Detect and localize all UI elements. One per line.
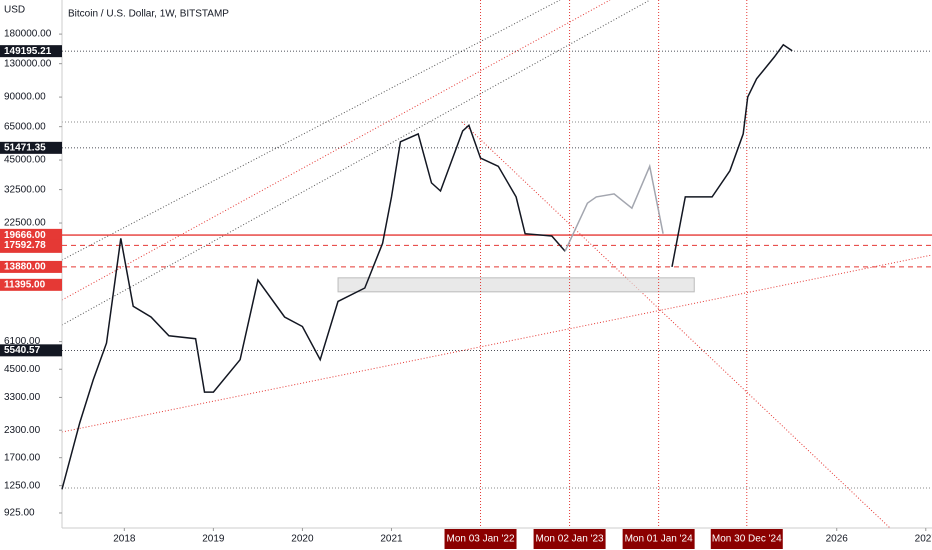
price-label: 19666.00	[4, 230, 46, 241]
y-tick-label: 32500.00	[4, 184, 46, 195]
y-tick-label: 4500.00	[4, 364, 41, 375]
y-tick-label: 45000.00	[4, 155, 46, 166]
resistance-line	[461, 121, 891, 529]
chart-title: Bitcoin / U.S. Dollar, 1W, BITSTAMP	[68, 9, 229, 20]
y-tick-label: 3300.00	[4, 392, 41, 403]
y-tick-label: 1250.00	[4, 480, 41, 491]
price-line-series	[564, 163, 664, 252]
price-label-box	[0, 239, 62, 252]
price-label: 149195.21	[4, 46, 52, 57]
date-label: Mon 01 Jan '24	[625, 534, 694, 545]
channel-line	[61, 0, 651, 326]
y-tick-label: 90000.00	[4, 92, 46, 103]
y-tick-label: 65000.00	[4, 121, 46, 132]
price-label-box	[0, 141, 62, 154]
y-tick-label: 22500.00	[4, 218, 46, 229]
price-label-box	[0, 229, 62, 242]
date-label: Mon 02 Jan '23	[536, 534, 605, 545]
drawings	[61, 0, 932, 529]
x-tick-label: 2026	[826, 534, 849, 545]
date-label-box	[444, 529, 517, 549]
y-tick-label: 180000.00	[4, 29, 52, 40]
y-tick-label: 130000.00	[4, 58, 52, 69]
support-line	[61, 254, 932, 433]
x-tick-label: 2019	[202, 534, 225, 545]
y-tick-label: 2300.00	[4, 425, 41, 436]
price-label-box	[0, 260, 62, 273]
date-label: Mon 03 Jan '22	[446, 534, 515, 545]
channel-line	[61, 0, 561, 261]
y-tick-label: 6100.00	[4, 336, 41, 347]
zone-box	[337, 277, 695, 293]
price-label: 5540.57	[4, 345, 41, 356]
y-axis-label: USD	[4, 5, 25, 16]
price-line-series	[61, 43, 793, 490]
price-label: 11395.00	[4, 279, 46, 290]
date-label-box	[533, 529, 606, 549]
date-label: Mon 30 Dec '24	[712, 534, 782, 545]
channel-line	[61, 0, 611, 301]
date-label-box	[710, 529, 783, 549]
price-label-box	[0, 278, 62, 291]
price-label-box	[0, 45, 62, 58]
y-tick-label: 1700.00	[4, 452, 41, 463]
date-label-box	[622, 529, 695, 549]
x-tick-label: 2021	[380, 534, 403, 545]
price-label: 17592.78	[4, 240, 46, 251]
x-tick-label: 2027	[915, 534, 932, 545]
x-tick-label: 2020	[291, 534, 314, 545]
price-label-box	[0, 344, 62, 357]
price-label: 13880.00	[4, 262, 46, 273]
price-label: 51471.35	[4, 142, 46, 153]
y-tick-label: 925.00	[4, 508, 35, 519]
x-tick-label: 2018	[113, 534, 136, 545]
